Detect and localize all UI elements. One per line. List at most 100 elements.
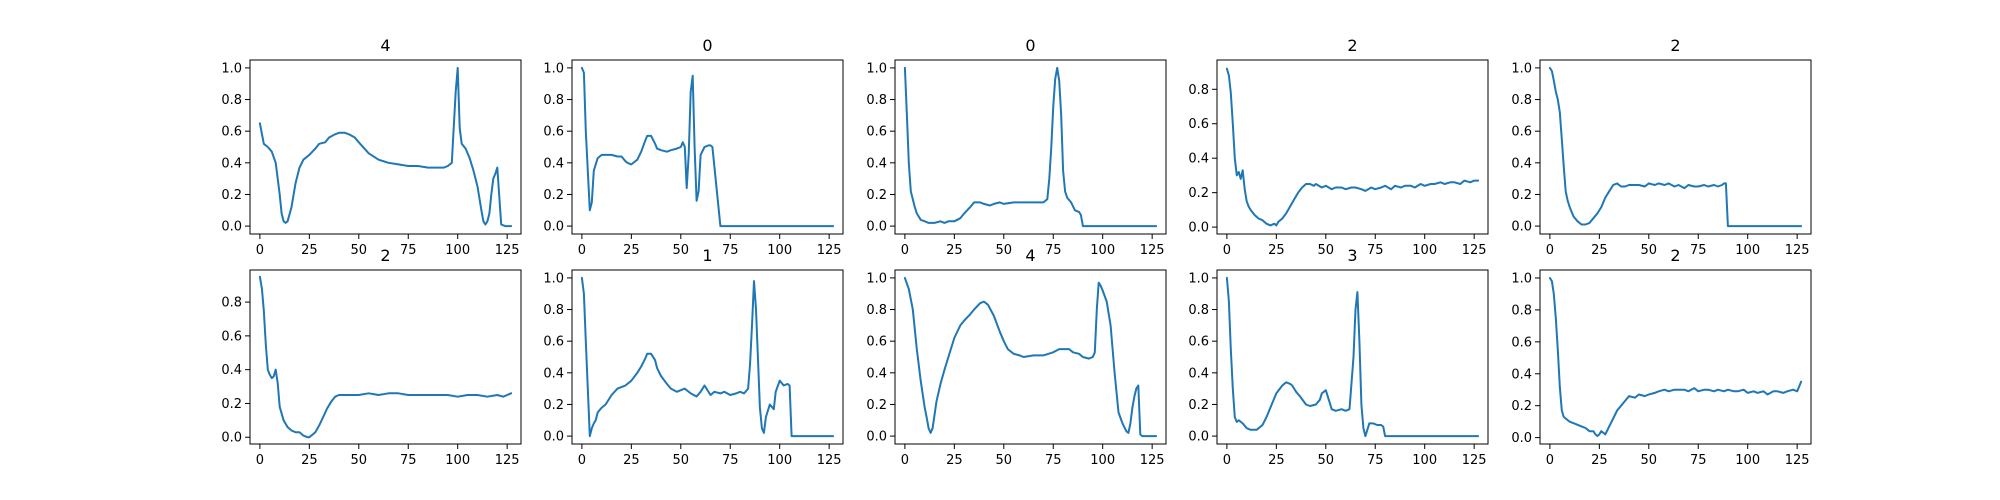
y-tick-label: 0.0 [1511,220,1532,235]
series-line [903,276,1158,438]
y-tick-label: 0.4 [866,156,887,171]
x-tick-label: 125 [1462,453,1487,468]
y-tick-label: 0.8 [1188,83,1209,98]
x-tick-label: 0 [1223,453,1231,468]
subplot-title: 1 [702,246,712,265]
subplot-title: 2 [1670,246,1680,265]
x-tick-label: 0 [1223,243,1231,258]
y-tick-label: 0.8 [1511,93,1532,108]
series-line [258,66,513,228]
x-tick-label: 75 [1367,243,1384,258]
y-tick-label: 0.8 [221,296,242,311]
y-tick-label: 0.2 [1188,186,1209,201]
series-line [903,66,1158,228]
y-tick-label: 0.2 [866,398,887,413]
x-tick-label: 50 [996,243,1013,258]
x-tick-label: 25 [623,453,640,468]
x-tick-label: 75 [1690,453,1707,468]
x-tick-label: 50 [351,243,368,258]
subplot-3: 0 0 25 50 75 100 125 0.0 0.2 0.4 0.6 0.8 1.0 [866,36,1167,258]
x-tick-label: 100 [767,243,792,258]
x-tick-label: 75 [722,453,739,468]
y-tick-label: 1.0 [1188,271,1209,286]
x-tick-label: 100 [1090,453,1115,468]
y-tick-label: 0.2 [1188,398,1209,413]
y-tick-label: 0.4 [866,366,887,381]
y-tick-label: 0.8 [221,93,242,108]
y-tick-label: 0.0 [866,220,887,235]
subplot-title: 0 [702,36,712,55]
x-tick-label: 25 [301,243,318,258]
y-tick-label: 0.0 [543,220,564,235]
series-line [258,275,513,439]
axes-frame [571,269,844,445]
y-tick-label: 0.8 [543,303,564,318]
series-line [1548,66,1803,228]
x-tick-label: 0 [578,453,586,468]
x-tick-label: 125 [495,243,520,258]
y-tick-label: 1.0 [221,61,242,76]
x-tick-label: 125 [1785,453,1810,468]
x-tick-label: 125 [817,453,842,468]
x-tick-label: 25 [1268,243,1285,258]
y-tick-label: 0.0 [1188,430,1209,445]
subplot-title: 2 [1347,36,1357,55]
y-tick-label: 0.0 [1188,221,1209,236]
x-tick-label: 0 [1546,453,1554,468]
x-tick-label: 50 [673,243,690,258]
x-tick-label: 75 [1367,453,1384,468]
axes-frame [1216,59,1489,235]
x-tick-label: 50 [1318,243,1335,258]
y-tick-label: 1.0 [866,271,887,286]
x-tick-label: 50 [1641,453,1658,468]
subplot-8: 4 0 25 50 75 100 125 0.0 0.2 0.4 0.6 0.8 1.0 [866,246,1167,468]
x-tick-label: 100 [1735,243,1760,258]
x-tick-label: 125 [1785,243,1810,258]
x-tick-label: 25 [1591,243,1608,258]
y-tick-label: 0.4 [1188,366,1209,381]
series-line [1225,276,1480,438]
x-tick-label: 25 [301,453,318,468]
y-tick-label: 0.6 [866,125,887,140]
subplot-6: 2 0 25 50 75 100 125 0.0 0.2 0.4 0.6 0.8 [221,246,522,468]
x-tick-label: 50 [1641,243,1658,258]
axes-frame [249,59,522,235]
y-tick-label: 0.4 [543,366,564,381]
x-tick-label: 0 [578,243,586,258]
subplot-9: 3 0 25 50 75 100 125 0.0 0.2 0.4 0.6 0.8 1.0 [1188,246,1489,468]
x-tick-label: 25 [623,243,640,258]
subplot-title: 2 [380,246,390,265]
y-tick-label: 0.4 [221,156,242,171]
subplot-title: 2 [1670,36,1680,55]
x-tick-label: 100 [1412,453,1437,468]
x-tick-label: 75 [1045,453,1062,468]
axes-frame [894,59,1167,235]
x-tick-label: 50 [351,453,368,468]
y-tick-label: 0.8 [1188,303,1209,318]
x-tick-label: 125 [817,243,842,258]
x-tick-label: 25 [1268,453,1285,468]
y-tick-label: 0.0 [866,430,887,445]
y-tick-label: 1.0 [1511,61,1532,76]
y-tick-label: 0.6 [866,335,887,350]
axes-frame [571,59,844,235]
x-tick-label: 0 [1546,243,1554,258]
y-tick-label: 0.4 [221,363,242,378]
subplot-title: 4 [1025,246,1035,265]
axes-frame [1539,59,1812,235]
y-tick-label: 0.2 [866,188,887,203]
axes-frame [1216,269,1489,445]
y-tick-label: 0.2 [221,188,242,203]
y-tick-label: 0.2 [543,188,564,203]
x-tick-label: 75 [1045,243,1062,258]
x-tick-label: 0 [256,243,264,258]
y-tick-label: 0.4 [1188,152,1209,167]
y-tick-label: 0.6 [1511,125,1532,140]
subplot-title: 4 [380,36,390,55]
y-tick-label: 0.8 [866,93,887,108]
y-tick-label: 0.6 [1188,335,1209,350]
y-tick-label: 0.4 [543,156,564,171]
x-tick-label: 0 [901,243,909,258]
x-tick-label: 50 [673,453,690,468]
